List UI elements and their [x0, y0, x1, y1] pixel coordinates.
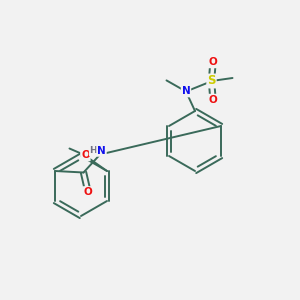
Text: H: H [90, 146, 97, 155]
Text: O: O [84, 187, 92, 197]
Text: O: O [208, 57, 217, 68]
Text: O: O [208, 94, 217, 105]
Text: S: S [207, 74, 216, 88]
Text: N: N [97, 146, 106, 156]
Text: O: O [81, 150, 90, 161]
Text: N: N [182, 86, 190, 97]
